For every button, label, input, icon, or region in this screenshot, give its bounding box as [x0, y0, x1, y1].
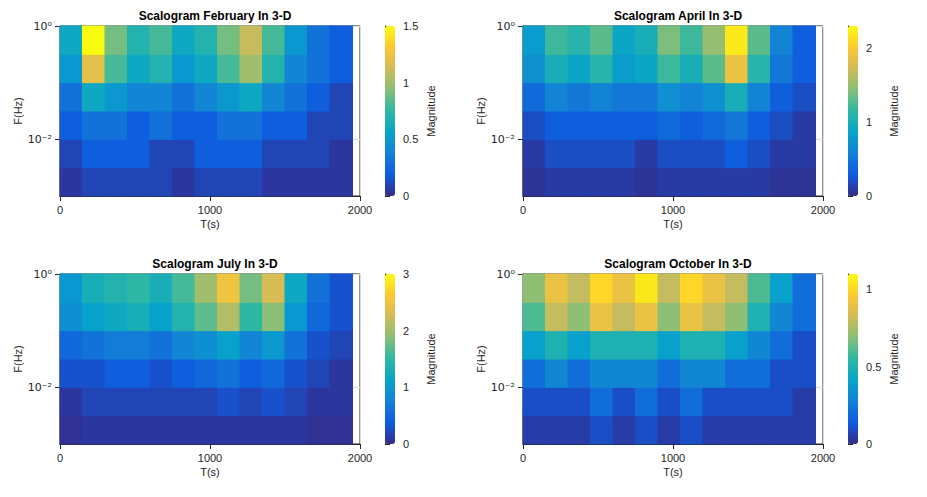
- svg-text:T(s): T(s): [663, 218, 683, 230]
- svg-text:Magnitude: Magnitude: [425, 85, 437, 136]
- svg-text:1000: 1000: [661, 204, 685, 216]
- svg-text:10⁰: 10⁰: [34, 20, 53, 33]
- svg-text:0.5: 0.5: [403, 133, 418, 145]
- svg-text:Magnitude: Magnitude: [425, 333, 437, 384]
- svg-text:1000: 1000: [198, 452, 222, 464]
- svg-text:Scalogram October In 3-D: Scalogram October In 3-D: [604, 257, 752, 271]
- svg-text:2000: 2000: [348, 204, 372, 216]
- svg-text:Magnitude: Magnitude: [888, 333, 900, 384]
- svg-text:10⁰: 10⁰: [34, 268, 53, 281]
- svg-text:1: 1: [403, 77, 409, 89]
- svg-text:2: 2: [866, 42, 872, 54]
- svg-text:F(Hz): F(Hz): [475, 345, 487, 373]
- svg-text:Magnitude: Magnitude: [888, 85, 900, 136]
- svg-text:0: 0: [57, 204, 63, 216]
- svg-text:0: 0: [403, 438, 409, 450]
- svg-text:10⁰: 10⁰: [497, 268, 516, 281]
- svg-text:2: 2: [403, 325, 409, 337]
- svg-text:1: 1: [866, 116, 872, 128]
- svg-text:0: 0: [520, 452, 526, 464]
- svg-text:Scalogram April In 3-D: Scalogram April In 3-D: [614, 9, 743, 23]
- svg-text:2000: 2000: [348, 452, 372, 464]
- svg-text:F(Hz): F(Hz): [475, 97, 487, 125]
- svg-text:T(s): T(s): [663, 466, 683, 478]
- svg-text:0: 0: [520, 204, 526, 216]
- svg-text:F(Hz): F(Hz): [12, 97, 24, 125]
- svg-text:1000: 1000: [198, 204, 222, 216]
- svg-text:10⁰: 10⁰: [497, 20, 516, 33]
- svg-text:3: 3: [403, 268, 409, 280]
- svg-text:1000: 1000: [661, 452, 685, 464]
- svg-text:2000: 2000: [811, 452, 835, 464]
- svg-text:Scalogram July In 3-D: Scalogram July In 3-D: [152, 257, 278, 271]
- svg-text:1.5: 1.5: [403, 20, 418, 32]
- svg-text:1: 1: [866, 283, 872, 295]
- svg-text:0: 0: [866, 438, 872, 450]
- svg-text:0: 0: [866, 190, 872, 202]
- svg-text:2000: 2000: [811, 204, 835, 216]
- svg-text:0: 0: [403, 190, 409, 202]
- svg-text:0.5: 0.5: [866, 361, 881, 373]
- svg-text:Scalogram February In 3-D: Scalogram February In 3-D: [139, 9, 292, 23]
- svg-text:10⁻²: 10⁻²: [28, 381, 52, 394]
- svg-text:10⁻²: 10⁻²: [491, 133, 515, 146]
- svg-text:10⁻²: 10⁻²: [491, 381, 515, 394]
- svg-text:10⁻²: 10⁻²: [28, 133, 52, 146]
- svg-text:0: 0: [57, 452, 63, 464]
- svg-text:T(s): T(s): [200, 218, 220, 230]
- svg-text:1: 1: [403, 381, 409, 393]
- svg-text:T(s): T(s): [200, 466, 220, 478]
- svg-text:F(Hz): F(Hz): [12, 345, 24, 373]
